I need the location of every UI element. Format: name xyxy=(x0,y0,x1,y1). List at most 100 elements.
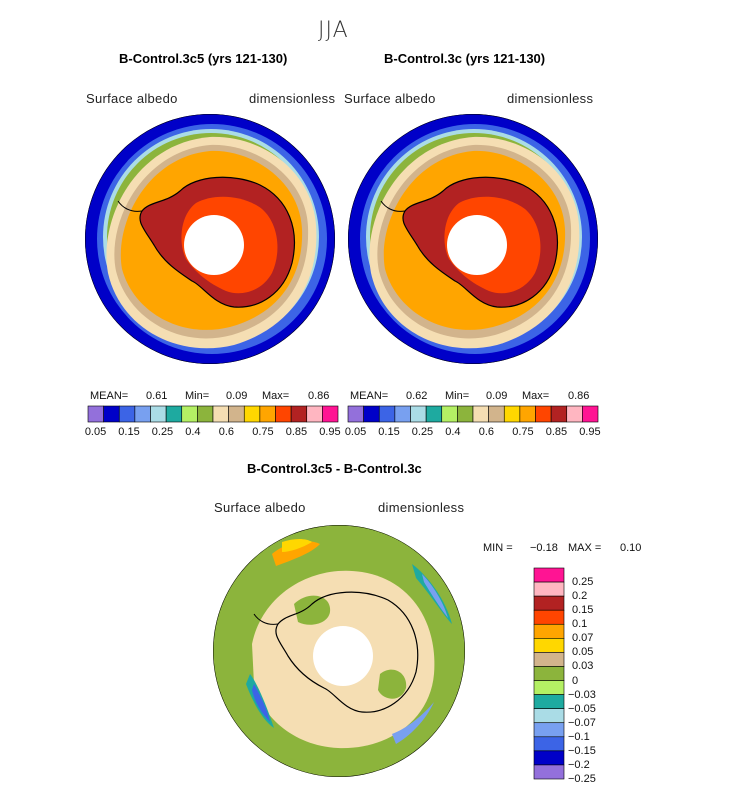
panel-2-units-label: dimensionless xyxy=(507,91,594,106)
negative-anomaly-band-2 xyxy=(422,574,448,618)
colorbar-2-tick-label: 0.25 xyxy=(411,426,434,438)
colorbar-1-tick-label: 0.95 xyxy=(319,426,341,438)
colorbar-2-tick-label: 0.05 xyxy=(344,426,367,438)
colorbar-2-swatch xyxy=(503,405,521,423)
colorbar-2-tick-label: 0.6 xyxy=(478,426,495,438)
panel-1-title: B-Control.3c5 (yrs 121-130) xyxy=(119,51,288,66)
colorbar-2-swatch xyxy=(488,405,505,423)
colorbar-2-swatch xyxy=(566,405,583,423)
colorbar-2-tick-label: 0.75 xyxy=(512,426,534,438)
colorbar-1-swatch xyxy=(243,405,261,423)
colorbar-2-swatch xyxy=(410,405,427,423)
diff-colorbar-tick-label: −0.07 xyxy=(568,716,596,729)
colorbar-1-tick-label: 0.85 xyxy=(285,426,308,438)
diff-colorbar-swatch xyxy=(533,638,565,653)
diff-colorbar-tick-label: −0.25 xyxy=(568,773,596,785)
colorbar-1-tick-label: 0.6 xyxy=(218,426,235,438)
diff-colorbar-swatch xyxy=(533,567,565,583)
colorbar-2-swatch xyxy=(363,405,380,423)
near-zero-patch-1 xyxy=(294,595,331,625)
diff-colorbar-tick-label: 0.2 xyxy=(572,590,588,603)
diff-colorbar-tick-label: −0.15 xyxy=(568,744,596,757)
colorbar-1-tick-label: 0.75 xyxy=(252,426,274,438)
diff-colorbar-tick-label: −0.2 xyxy=(568,758,590,771)
diff-colorbar-swatch xyxy=(533,652,565,667)
negative-anomaly-band-4 xyxy=(252,684,270,722)
colorbar-2-swatch xyxy=(457,405,474,423)
pole-hole xyxy=(184,215,244,275)
diff-variable-label: Surface albedo xyxy=(214,500,306,515)
diff-colorbar-tick-label: 0.05 xyxy=(572,646,594,659)
panel-1-mean-value: 0.61 xyxy=(146,390,168,402)
diff-max-label: MAX = xyxy=(568,542,602,554)
diff-colorbar-swatch xyxy=(533,694,565,709)
colorbar-1-swatch xyxy=(290,405,308,423)
colorbar-2-swatch xyxy=(378,405,396,423)
diff-colorbar-tick-label: −0.03 xyxy=(568,688,596,701)
colorbar-1-swatch xyxy=(197,405,214,423)
diff-colorbar-tick-label: 0.03 xyxy=(572,660,594,673)
diff-colorbar-tick-label: 0.07 xyxy=(572,632,594,645)
colorbar-2 xyxy=(347,405,599,423)
diff-colorbar-swatch xyxy=(533,581,565,597)
colorbar-1-swatch xyxy=(306,405,323,423)
colorbar-2-swatch xyxy=(441,405,458,423)
near-zero-patch-2 xyxy=(378,669,407,699)
colorbar-1-swatch xyxy=(103,405,120,423)
colorbar-1-swatch xyxy=(228,405,245,423)
peninsula-coast xyxy=(253,613,279,625)
albedo-map-2 xyxy=(348,114,598,364)
panel-2-title: B-Control.3c (yrs 121-130) xyxy=(384,51,546,66)
panel-1-max-label: Max= xyxy=(262,390,290,402)
diff-colorbar-tick-label: 0.1 xyxy=(572,618,588,631)
panel-1-variable-label: Surface albedo xyxy=(86,91,178,106)
diff-colorbar-swatch xyxy=(533,764,565,780)
panel-2-max-label: Max= xyxy=(522,390,550,402)
antarctica-coastline xyxy=(275,591,419,713)
colorbar-1-tick-label: 0.4 xyxy=(185,426,201,438)
colorbar-1-tick-label: 0.05 xyxy=(84,426,107,438)
colorbar-1-swatch xyxy=(259,405,276,423)
colorbar-2-swatch xyxy=(550,405,568,423)
colorbar-1-swatch xyxy=(87,405,104,423)
panel-1-min-label: Min= xyxy=(185,390,210,402)
colorbar-1 xyxy=(87,405,339,423)
diff-colorbar-swatch xyxy=(533,722,565,738)
colorbar-2-tick-label: 0.85 xyxy=(545,426,568,438)
colorbar-2-swatch xyxy=(582,405,599,423)
colorbar-2-swatch xyxy=(347,405,364,423)
colorbar-1-swatch xyxy=(134,405,151,423)
diff-colorbar-swatch xyxy=(533,609,565,625)
difference-map xyxy=(213,525,465,777)
colorbar-1-swatch xyxy=(212,405,229,423)
positive-anomaly-core xyxy=(282,539,312,552)
colorbar-1-swatch xyxy=(165,405,183,423)
colorbar-2-swatch xyxy=(425,405,443,423)
panel-1-max-value: 0.86 xyxy=(308,390,330,402)
diff-title: B-Control.3c5 - B-Control.3c xyxy=(247,461,422,476)
peninsula-coast xyxy=(380,200,406,212)
colorbar-1-tick-label: 0.15 xyxy=(118,426,140,438)
season-title: JJA xyxy=(318,18,349,43)
panel-1-mean-label: MEAN= xyxy=(90,390,129,402)
diff-min-label: MIN = xyxy=(483,542,513,554)
panel-2-max-value: 0.86 xyxy=(568,390,590,402)
colorbar-1-swatch xyxy=(181,405,198,423)
colorbar-2-swatch xyxy=(535,405,552,423)
diff-colorbar-swatch xyxy=(533,623,565,639)
diff-colorbar-swatch xyxy=(533,750,565,766)
diff-colorbar-tick-label: −0.05 xyxy=(568,702,596,715)
colorbar-2-swatch xyxy=(519,405,536,423)
peninsula-coast xyxy=(117,200,143,212)
diff-colorbar-tick-label: 0 xyxy=(572,674,579,687)
panel-2-mean-value: 0.62 xyxy=(406,390,428,402)
colorbar-1-swatch xyxy=(275,405,292,423)
diff-min-value: −0.18 xyxy=(530,542,558,554)
colorbar-1-tick-label: 0.25 xyxy=(151,426,174,438)
panel-1-units-label: dimensionless xyxy=(249,91,336,106)
diff-colorbar-ticks: 0.25 0.2 0.15 0.1 0.07 0.05 0.03 0 −0.03 −0.05 −0.… xyxy=(568,568,648,785)
colorbar-1-ticks: 0.05 0.15 0.25 0.4 0.6 0.75 0.85 0.95 xyxy=(84,426,341,440)
panel-2-min-value: 0.09 xyxy=(486,390,508,402)
panel-2-variable-label: Surface albedo xyxy=(344,91,436,106)
diff-colorbar-tick-label: 0.15 xyxy=(572,604,594,617)
